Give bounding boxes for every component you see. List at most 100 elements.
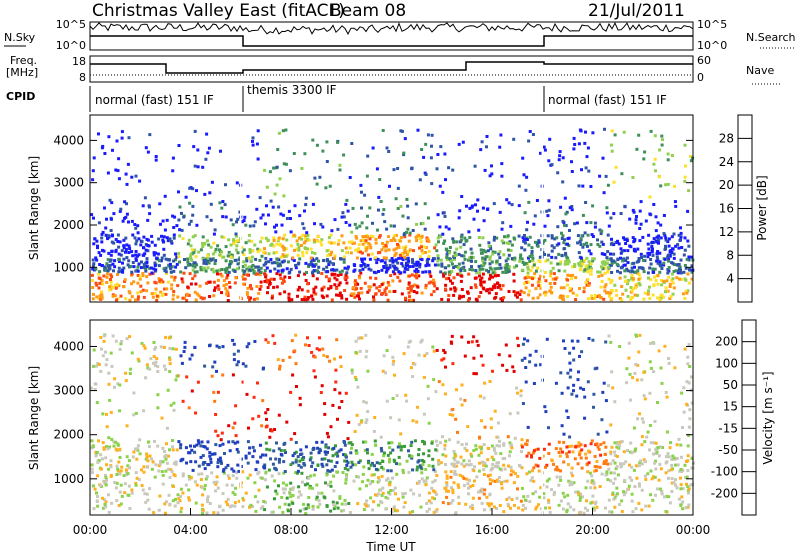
velocity-cell-763 [90,439,94,443]
velocity-cell-624 [547,498,551,502]
power-cell-808 [214,259,218,263]
velocity-cell-1394 [460,462,464,466]
power-cell-205 [351,286,355,290]
velocity-cell-1619 [460,383,464,387]
velocity-cell-211 [338,495,342,499]
velocity-cell-787 [196,439,200,443]
power-cell-2498 [524,188,528,192]
power-cell-708 [679,271,683,275]
velocity-cell-107 [302,507,306,511]
power-cell-1269 [287,271,291,275]
velocity-cell-1206 [327,446,331,450]
power-cell-68 [303,272,307,276]
velocity-cell-1131 [408,454,412,458]
velocity-cell-159 [480,487,484,491]
velocity-cell-176 [424,483,428,487]
velocity-cell-611 [485,495,489,499]
velocity-cell-70 [525,472,529,476]
velocity-cell-1756 [648,360,652,364]
velocity-cell-972 [578,453,582,457]
power-cell-2278 [224,215,228,219]
power-cell-2597 [577,184,581,188]
velocity-cell-1899 [128,335,132,339]
power-cell-203 [333,272,337,276]
velocity-cell-910 [532,466,536,470]
power-cell-163 [597,274,601,278]
velocity-cell-1607 [641,420,645,424]
power-cell-647 [664,286,668,290]
velocity-cell-1608 [515,386,519,390]
power-cell-2123 [634,221,638,225]
power-cell-1947 [260,236,264,240]
velocity-cell-385 [231,491,235,495]
velocity-cell-786 [294,441,298,444]
power-cell-1079 [231,268,235,272]
velocity-cell-1684 [516,344,520,348]
velocity-cell-288 [412,492,416,496]
velocity-cell-544 [126,472,130,476]
power-cell-254 [336,273,340,277]
power-cell-622 [328,277,332,281]
velocity-cell-1064 [443,443,447,447]
velocity-cell-1886 [470,340,474,344]
power-cell-662 [158,279,162,283]
power-cell-397 [492,285,495,289]
power-cell-2242 [581,213,585,217]
power-cell-1995 [465,238,469,242]
power-cell-2463 [498,145,502,149]
power-cell-2146 [619,212,623,215]
velocity-cell-589 [285,483,289,487]
power-cell-17 [607,277,611,281]
power-cell-1193 [603,260,607,264]
velocity-cell-484 [679,476,682,480]
velocity-cell-1801 [153,347,157,351]
velocity-cell-568 [685,475,689,479]
power-cell-895 [436,259,440,263]
velocity-cell-138 [235,476,239,480]
power-cell-2549 [547,159,551,163]
power-cell-946 [360,257,364,261]
power-cell-1113 [127,259,131,263]
power-cell-2477 [377,195,381,199]
power-cell-58 [499,287,503,291]
power-cell-427 [643,291,647,295]
power-cell-1568 [487,244,491,248]
power-cell-2086 [240,250,244,254]
power-cell-1251 [662,261,666,265]
velocity-cell-1814 [276,358,280,362]
power-cell-34 [408,285,412,289]
power-cell-1897 [533,240,537,244]
power-cell-126 [391,279,395,283]
power-cell-651 [683,296,687,300]
velocity-cell-1878 [520,358,524,362]
power-cell-2096 [109,253,113,257]
velocity-cell-1800 [278,367,281,371]
power-cell-881 [241,265,245,268]
date-label: 21/Jul/2011 [588,1,685,21]
power-cell-718 [529,269,533,273]
power-cell-2266 [509,224,513,228]
velocity-cell-647 [488,478,492,482]
velocity-cell-548 [365,499,369,503]
velocity-cell-1325 [296,455,300,459]
power-cell-1224 [191,264,195,268]
power-cell-782 [577,262,581,265]
power-cell-294 [620,285,624,288]
velocity-cell-906 [277,460,281,464]
power-cell-534 [100,296,104,300]
power-cell-44 [109,280,113,284]
velocity-cell-714 [118,455,122,459]
velocity-cell-1754 [524,366,528,369]
velocity-cell-1401 [268,435,272,439]
power-cell-1684 [562,241,566,245]
power-cell-919 [144,267,148,271]
power-cell-1963 [97,251,101,255]
power-cell-2523 [583,141,587,145]
power-cell-2602 [273,192,277,196]
power-cell-1385 [556,262,560,266]
power-cell-737 [388,264,392,267]
power-cell-749 [279,264,282,268]
power-cell-562 [151,295,155,299]
velocity-cell-1025 [559,469,563,473]
velocity-cell-331 [468,478,472,482]
